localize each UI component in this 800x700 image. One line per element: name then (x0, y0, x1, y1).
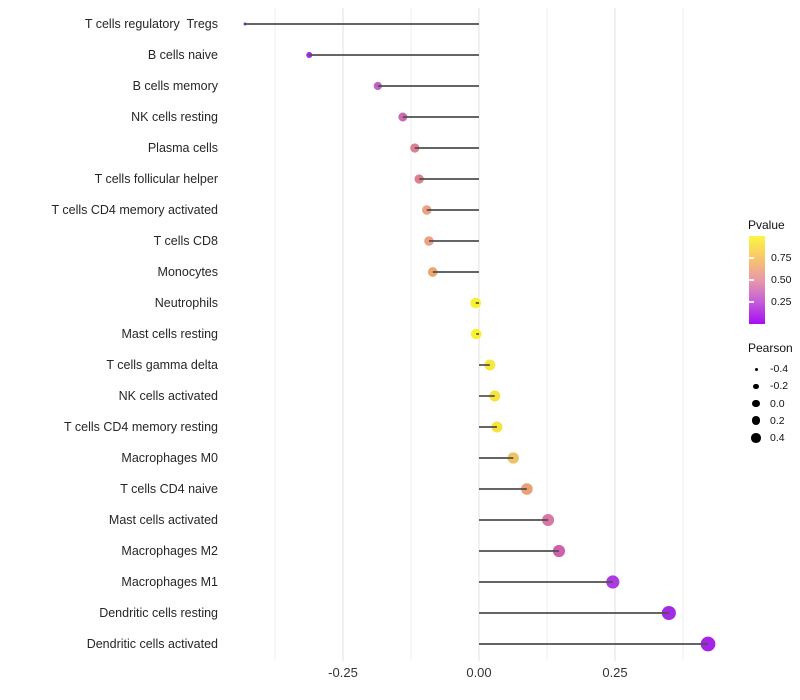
legend-pvalue-title: Pvalue (748, 218, 785, 232)
y-axis-label: T cells CD4 memory resting (64, 420, 218, 434)
colorbar-tick-label: 0.50 (771, 274, 792, 286)
pearson-legend-label: 0.4 (770, 432, 785, 444)
y-axis-label: Neutrophils (154, 296, 218, 310)
pearson-legend-dot (754, 367, 758, 371)
colorbar-tick-mark (749, 279, 754, 281)
y-axis-label: Dendritic cells resting (99, 606, 218, 620)
colorbar-tick-mark (749, 301, 754, 303)
colorbar-tick-label: 0.25 (771, 296, 792, 308)
pearson-legend-dot (751, 433, 761, 443)
x-axis-tick-label: 0.25 (602, 665, 628, 680)
y-axis-label: T cells CD4 memory activated (51, 203, 219, 217)
x-axis-tick-label: 0.00 (466, 665, 492, 680)
y-axis-label: Macrophages M1 (121, 575, 218, 589)
y-axis-label: T cells CD4 naive (120, 482, 218, 496)
y-axis-label: Mast cells activated (108, 513, 218, 527)
pearson-legend-dot (753, 383, 759, 389)
pearson-legend-label: 0.2 (770, 414, 785, 427)
y-axis-label: B cells memory (132, 79, 218, 93)
y-axis-label: T cells gamma delta (106, 358, 218, 372)
y-axis-label: Plasma cells (147, 141, 218, 155)
y-axis-label: NK cells resting (131, 110, 218, 124)
y-axis-label: Mast cells resting (121, 327, 218, 341)
y-axis-label: Macrophages M2 (121, 544, 218, 558)
lollipop-dot (414, 174, 424, 184)
lollipop-dot (306, 51, 313, 59)
y-axis-label: T cells regulatory Tregs (84, 17, 218, 31)
legend-pearson-title: Pearson (748, 341, 793, 355)
y-axis-label: Dendritic cells activated (86, 637, 218, 651)
y-axis-label: T cells CD8 (153, 234, 218, 248)
lollipop-dot (521, 483, 533, 495)
y-axis-label: B cells naive (147, 48, 218, 62)
x-axis-tick-label: -0.25 (328, 665, 358, 680)
pearson-legend-label: 0.0 (770, 397, 785, 410)
lollipop-dot (398, 112, 408, 122)
y-axis-label: Macrophages M0 (121, 451, 218, 465)
colorbar-tick-mark (749, 257, 754, 259)
pearson-legend-label: -0.2 (770, 380, 789, 393)
y-axis-label: Monocytes (157, 265, 218, 279)
y-axis-label: NK cells activated (118, 389, 218, 403)
pearson-legend-dot (751, 416, 761, 426)
y-axis-label: T cells follicular helper (94, 172, 218, 186)
pearson-legend-dot (752, 399, 760, 408)
pearson-legend-label: -0.4 (770, 363, 789, 375)
colorbar-tick-label: 0.75 (771, 252, 792, 264)
